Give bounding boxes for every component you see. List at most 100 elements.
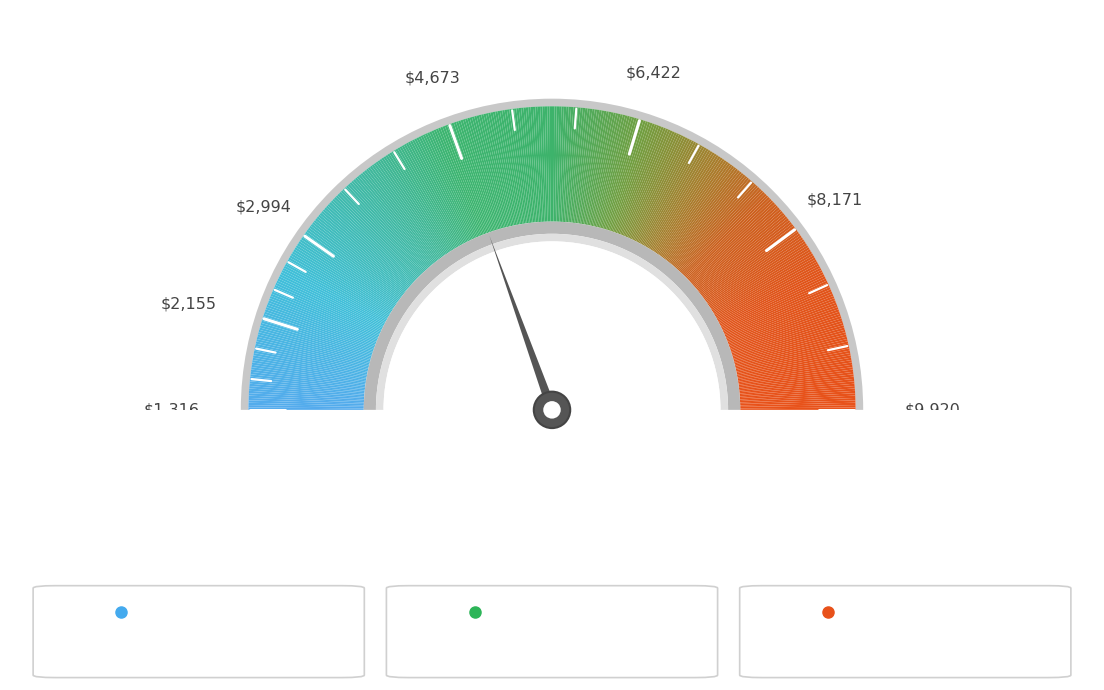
Wedge shape — [689, 202, 775, 282]
Wedge shape — [287, 259, 389, 318]
Wedge shape — [425, 133, 475, 239]
Wedge shape — [555, 106, 559, 221]
Wedge shape — [305, 231, 400, 300]
Wedge shape — [542, 106, 548, 221]
Wedge shape — [248, 393, 364, 401]
Wedge shape — [611, 121, 648, 231]
Wedge shape — [477, 115, 507, 228]
Text: ($4,673): ($4,673) — [517, 642, 587, 660]
Wedge shape — [709, 241, 806, 306]
Wedge shape — [670, 173, 744, 264]
Wedge shape — [735, 342, 848, 368]
Wedge shape — [660, 161, 729, 257]
Wedge shape — [573, 108, 587, 223]
Wedge shape — [364, 170, 436, 262]
Wedge shape — [596, 115, 625, 227]
Wedge shape — [702, 228, 796, 298]
Wedge shape — [255, 344, 369, 371]
Wedge shape — [647, 148, 707, 248]
Wedge shape — [732, 321, 842, 356]
Wedge shape — [740, 400, 856, 406]
Wedge shape — [298, 241, 395, 306]
Wedge shape — [390, 152, 453, 251]
Wedge shape — [737, 357, 851, 379]
Wedge shape — [548, 106, 551, 221]
Wedge shape — [375, 161, 444, 257]
Wedge shape — [332, 199, 417, 280]
Wedge shape — [309, 226, 402, 297]
Wedge shape — [712, 251, 813, 313]
Wedge shape — [565, 107, 576, 222]
Wedge shape — [558, 106, 564, 221]
FancyBboxPatch shape — [740, 586, 1071, 678]
Bar — [96, 410, 1008, 653]
Wedge shape — [731, 316, 841, 353]
Wedge shape — [633, 135, 683, 240]
Wedge shape — [740, 398, 856, 404]
Wedge shape — [490, 112, 516, 226]
Wedge shape — [351, 181, 428, 268]
Wedge shape — [729, 307, 838, 348]
Wedge shape — [275, 283, 381, 333]
Wedge shape — [639, 141, 694, 244]
Wedge shape — [687, 199, 772, 280]
Wedge shape — [701, 224, 794, 295]
Wedge shape — [564, 107, 573, 222]
Wedge shape — [488, 112, 513, 226]
Wedge shape — [414, 138, 468, 242]
Wedge shape — [729, 305, 838, 346]
Wedge shape — [584, 111, 606, 225]
Wedge shape — [625, 130, 672, 237]
Wedge shape — [416, 137, 469, 242]
Wedge shape — [328, 204, 414, 283]
Wedge shape — [273, 289, 380, 337]
Wedge shape — [731, 314, 841, 352]
Wedge shape — [257, 337, 370, 366]
Wedge shape — [262, 321, 372, 356]
Wedge shape — [346, 186, 425, 272]
Wedge shape — [683, 192, 765, 276]
Wedge shape — [319, 213, 408, 288]
Wedge shape — [259, 328, 371, 360]
Wedge shape — [479, 115, 508, 227]
Wedge shape — [368, 167, 439, 260]
Wedge shape — [737, 360, 852, 380]
Wedge shape — [454, 122, 492, 232]
Wedge shape — [705, 235, 802, 303]
Wedge shape — [583, 110, 604, 224]
Wedge shape — [740, 379, 854, 392]
Wedge shape — [739, 365, 852, 384]
Wedge shape — [257, 335, 370, 364]
Wedge shape — [467, 118, 501, 229]
Wedge shape — [523, 108, 535, 222]
Polygon shape — [489, 235, 556, 418]
Wedge shape — [421, 135, 471, 240]
Wedge shape — [282, 270, 385, 324]
Wedge shape — [528, 107, 539, 222]
Wedge shape — [713, 253, 814, 314]
Wedge shape — [252, 360, 367, 380]
Wedge shape — [277, 279, 382, 330]
Wedge shape — [248, 405, 364, 408]
Wedge shape — [684, 193, 766, 277]
Wedge shape — [665, 167, 736, 260]
FancyBboxPatch shape — [33, 586, 364, 678]
Wedge shape — [322, 209, 411, 286]
Wedge shape — [535, 106, 543, 222]
Circle shape — [543, 401, 561, 419]
Wedge shape — [627, 131, 675, 237]
Wedge shape — [274, 287, 380, 335]
Wedge shape — [266, 307, 375, 348]
Wedge shape — [315, 218, 406, 292]
Wedge shape — [250, 377, 365, 391]
Wedge shape — [258, 332, 370, 363]
Wedge shape — [630, 134, 681, 239]
Wedge shape — [463, 119, 498, 230]
Wedge shape — [740, 386, 854, 397]
Wedge shape — [739, 369, 853, 386]
Wedge shape — [427, 132, 476, 238]
Wedge shape — [650, 151, 713, 250]
Wedge shape — [250, 379, 364, 392]
Wedge shape — [350, 182, 427, 270]
Wedge shape — [714, 257, 816, 317]
